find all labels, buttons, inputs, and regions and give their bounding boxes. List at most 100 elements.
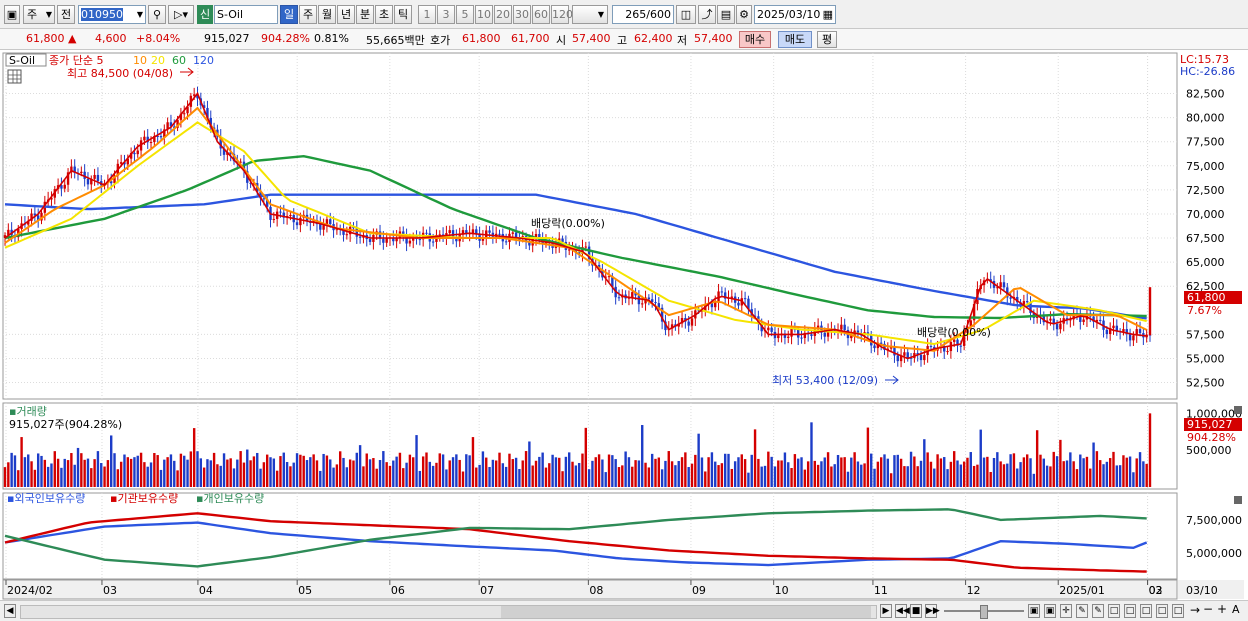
scroll-track[interactable] [20, 605, 877, 619]
stock-name-field[interactable]: S-Oil [214, 5, 278, 24]
zoom-in-icon[interactable]: + [1217, 602, 1228, 616]
volume-bar [339, 451, 342, 487]
candle-body [368, 239, 372, 242]
horizontal-scrollbar[interactable]: ◀ ▶ ◀◀ ■ ▶▶ ▣ ▣ ✛ ✎ ✎ □ □ □ □ □ → − + A [0, 600, 1248, 621]
period-button[interactable]: 틱 [394, 5, 412, 24]
date-input[interactable]: 2025/03/10 ▦ [754, 5, 836, 24]
candle-body [518, 238, 521, 240]
tool-icon-2[interactable]: ✎ [1092, 604, 1104, 618]
layout-icon[interactable]: ▣ [1028, 604, 1040, 618]
candle-body [617, 297, 621, 299]
interval-button[interactable]: 60 [532, 5, 550, 24]
candle-body [196, 94, 199, 99]
sell-button[interactable]: 매도 [778, 31, 812, 48]
market-select[interactable]: 주 ▼ [23, 5, 55, 24]
period-button[interactable]: 일 [280, 5, 298, 24]
search-icon[interactable]: ⚲ [148, 5, 166, 24]
play-icon[interactable]: ▶ [880, 604, 892, 618]
candle-body [438, 234, 441, 236]
candle-body [385, 238, 388, 243]
count-input[interactable]: 265/600 [612, 5, 674, 24]
interval-button[interactable]: 20 [494, 5, 512, 24]
zoom-slider-handle[interactable] [980, 605, 988, 619]
close-icon[interactable] [1234, 406, 1242, 414]
tool-icon-4[interactable]: □ [1124, 604, 1136, 618]
close-icon[interactable] [1234, 496, 1242, 504]
volume-bar [1102, 464, 1105, 487]
volume-bar [684, 452, 687, 487]
volume-bar [677, 461, 680, 487]
volume-bar [438, 453, 441, 487]
evaluate-button[interactable]: 평 [817, 31, 837, 48]
stop-icon[interactable]: ■ [910, 604, 922, 618]
save-icon[interactable]: ▤ [717, 5, 735, 24]
volume-bar [730, 468, 734, 487]
volume-bar [694, 454, 697, 487]
gear-icon[interactable]: ⚙ [736, 5, 752, 24]
candle-body [1079, 314, 1082, 322]
volume-bar [647, 467, 651, 487]
volume-bar [933, 468, 936, 487]
zoom-out-icon[interactable]: − [1203, 602, 1214, 616]
volume-bar [66, 460, 70, 487]
volume-bar [571, 461, 574, 487]
ma-legend: 종가 단순 5 [49, 54, 103, 67]
current-price-marker [1184, 291, 1242, 304]
candle-body [186, 106, 189, 114]
interval-button[interactable]: 3 [437, 5, 455, 24]
period-button[interactable]: 분 [356, 5, 374, 24]
candle-body [451, 230, 455, 237]
buy-button[interactable]: 매수 [739, 31, 771, 48]
price-tick-label: 67,500 [1186, 232, 1225, 245]
period-button[interactable]: 초 [375, 5, 393, 24]
stock-chart[interactable]: 82,500 80,000 77,500 75,000 72,500 70,000 67,5… [0, 50, 1248, 600]
candle-body [206, 107, 209, 118]
volume-bar [242, 462, 246, 487]
candle-body [886, 348, 890, 350]
period-button[interactable]: 주 [299, 5, 317, 24]
candle-type-icon[interactable]: ◫ [676, 5, 696, 24]
table-icon[interactable] [7, 69, 22, 84]
volume-bar [760, 466, 763, 487]
crosshair-icon[interactable]: ✛ [1060, 604, 1072, 618]
interval-button[interactable]: 5 [456, 5, 474, 24]
interval-button[interactable]: 10 [475, 5, 493, 24]
scroll-thumb[interactable] [501, 606, 871, 618]
stock-code-input[interactable]: 010950 ▼ [78, 5, 146, 24]
period-button[interactable]: 월 [318, 5, 336, 24]
price-tick-label: 57,500 [1186, 328, 1225, 341]
volume-bar [40, 455, 43, 487]
scroll-right-icon[interactable]: → [1190, 603, 1201, 617]
volume-bars [3, 413, 1152, 487]
layout-icon-2[interactable]: ▣ [1044, 604, 1056, 618]
forward-icon[interactable]: ▶▶ [925, 604, 940, 618]
prev-button[interactable]: 전 [57, 5, 75, 24]
volume-bar [163, 459, 166, 487]
tool-icon-7[interactable]: □ [1172, 604, 1184, 618]
interval-button[interactable]: 120 [551, 5, 573, 24]
candle-body [1138, 329, 1142, 334]
rewind-icon[interactable]: ◀◀ [895, 604, 910, 618]
draw-tool-icon[interactable]: ⤴ [698, 5, 716, 24]
period-button[interactable]: 년 [337, 5, 355, 24]
speaker-icon[interactable]: ▷▾ [168, 5, 194, 24]
volume-bar [627, 457, 631, 487]
candle-body [7, 229, 10, 236]
font-size-icon[interactable]: A [1232, 603, 1240, 616]
tool-icon-5[interactable]: □ [1140, 604, 1152, 618]
tool-icon[interactable]: ✎ [1076, 604, 1088, 618]
scroll-left-icon[interactable]: ◀ [4, 604, 16, 618]
interval-button[interactable]: 30 [513, 5, 531, 24]
volume-bar [504, 466, 508, 487]
tool-icon-6[interactable]: □ [1156, 604, 1168, 618]
volume-bar [501, 463, 505, 487]
candle-body [1016, 296, 1019, 303]
volume-bar [856, 461, 860, 487]
tool-icon-3[interactable]: □ [1108, 604, 1120, 618]
interval-button[interactable]: 1 [418, 5, 436, 24]
interval-dropdown[interactable]: ▼ [572, 5, 608, 24]
volume-bar [368, 459, 372, 487]
volume-bar [717, 465, 720, 487]
window-icon[interactable]: ▣ [4, 5, 20, 24]
x-tick-label: 12 [967, 584, 981, 597]
